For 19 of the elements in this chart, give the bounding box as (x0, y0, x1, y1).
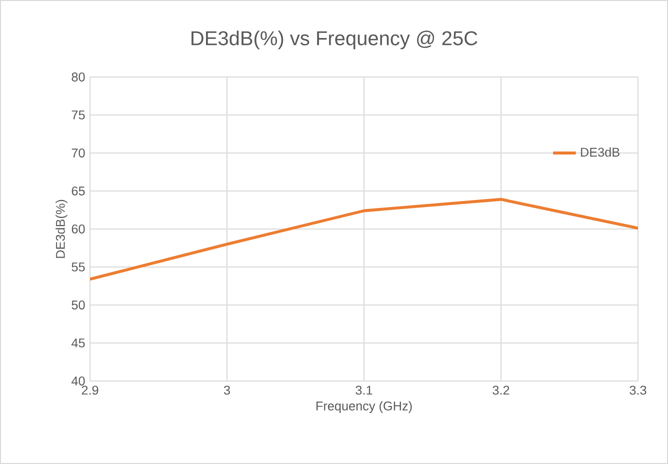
y-tick-label: 55 (72, 262, 85, 272)
x-tick-label: 3.2 (492, 386, 510, 395)
y-tick-label: 45 (72, 338, 85, 348)
y-tick-label: 50 (72, 300, 85, 310)
x-axis-title: Frequency (GHz) (316, 401, 412, 413)
y-tick-label: 65 (72, 186, 85, 196)
x-tick-label: 3 (224, 386, 230, 395)
y-axis-title: DE3dB(%) (56, 200, 68, 258)
legend-label: DE3dB (581, 147, 620, 157)
chart-title: DE3dB(%) vs Frequency @ 25C (192, 30, 478, 50)
y-tick-label: 70 (72, 148, 85, 158)
y-tick-label: 60 (72, 224, 85, 234)
x-tick-label: 3.3 (630, 386, 646, 395)
line-series (90, 198, 638, 281)
x-tick-label: 2.9 (82, 386, 98, 395)
y-tick-label: 75 (72, 110, 85, 120)
y-tick-label: 40 (72, 376, 85, 386)
x-tick-label: 3.1 (356, 386, 372, 395)
y-tick-label: 80 (72, 72, 85, 82)
